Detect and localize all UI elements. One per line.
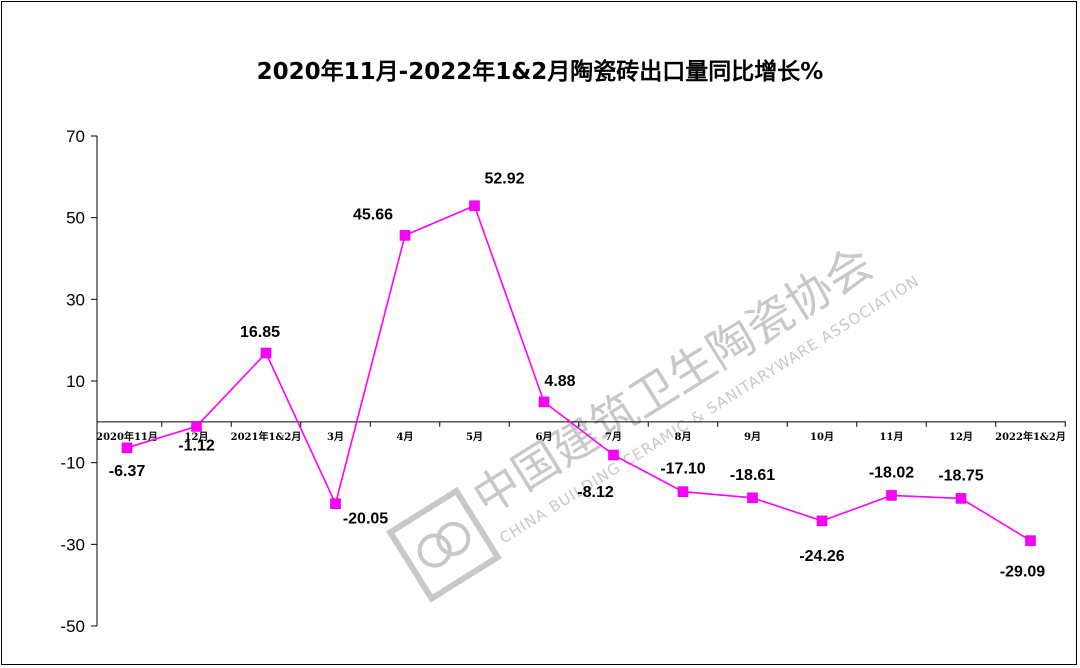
axes: 70 50 30 10 -10 -30 -50 2020年11月 12月 2021年1&2月 3月 4… <box>60 127 1066 636</box>
data-point <box>886 490 897 501</box>
series-line <box>121 200 1036 546</box>
data-point <box>121 442 133 454</box>
data-point <box>469 200 480 212</box>
data-label: -20.05 <box>343 511 388 528</box>
data-label: -8.12 <box>577 484 614 501</box>
data-label: -1.12 <box>178 437 215 454</box>
data-point <box>260 347 272 359</box>
x-tick-label: 9月 <box>744 431 761 443</box>
y-tick-label: -50 <box>60 617 85 636</box>
x-tick-label: 11月 <box>880 431 904 443</box>
data-point <box>399 230 411 241</box>
x-tick-label: 4月 <box>397 431 414 443</box>
x-tick-label: 2021年1&2月 <box>231 430 302 443</box>
watermark-logo-icon <box>386 486 502 603</box>
y-tick-label: 10 <box>66 372 85 391</box>
data-label: 4.88 <box>544 373 575 390</box>
data-label: -18.75 <box>938 467 983 484</box>
data-point <box>747 492 758 504</box>
y-tick-label: 70 <box>66 127 85 146</box>
data-label: 16.85 <box>240 324 280 341</box>
watermark: 中国建筑卫生陶瓷协会 CHINA BUILDING CERAMIC & SANI… <box>386 236 923 603</box>
data-label: -6.37 <box>109 463 146 480</box>
x-tick-label: 10月 <box>810 431 834 443</box>
x-tick-label: 12月 <box>949 431 973 443</box>
data-label: -18.02 <box>869 464 914 481</box>
x-tick-label: 6月 <box>536 431 553 443</box>
watermark-text-en: CHINA BUILDING CERAMIC & SANITARYWARE AS… <box>496 272 922 548</box>
data-label: -18.61 <box>730 467 775 484</box>
x-tick-label: 5月 <box>466 431 483 443</box>
data-point <box>816 515 828 527</box>
y-tick-label: 30 <box>66 290 85 309</box>
y-tick-label: 50 <box>66 209 85 228</box>
x-tick-label: 2020年11月 <box>96 430 158 443</box>
data-labels: -6.37 -1.12 16.85 -20.05 45.66 52.92 4.88 -8.12… <box>109 171 1046 581</box>
x-tick-label: 3月 <box>327 431 344 443</box>
x-tick-label: 12月 <box>185 431 209 443</box>
y-tick-label: -10 <box>60 454 85 473</box>
watermark-text-cn: 中国建筑卫生陶瓷协会 <box>463 236 882 526</box>
data-label: -29.09 <box>1000 564 1045 581</box>
chart-title: 2020年11月-2022年1&2月陶瓷砖出口量同比增长% <box>256 59 824 85</box>
data-point <box>191 421 202 432</box>
data-label: -24.26 <box>799 548 844 565</box>
data-label: 52.92 <box>484 171 524 188</box>
x-tick-label: 7月 <box>605 431 622 443</box>
data-point <box>330 498 341 510</box>
data-label: -17.10 <box>660 461 705 478</box>
data-point <box>1025 535 1036 546</box>
data-point <box>955 493 967 504</box>
data-label: 45.66 <box>353 206 393 223</box>
series-polyline <box>126 204 1031 542</box>
data-point <box>538 396 550 408</box>
x-tick-label: 2022年1&2月 <box>995 430 1066 443</box>
y-tick-label: -30 <box>60 535 85 554</box>
data-point <box>608 449 619 461</box>
x-tick-label: 8月 <box>675 431 692 443</box>
data-point <box>677 486 689 497</box>
